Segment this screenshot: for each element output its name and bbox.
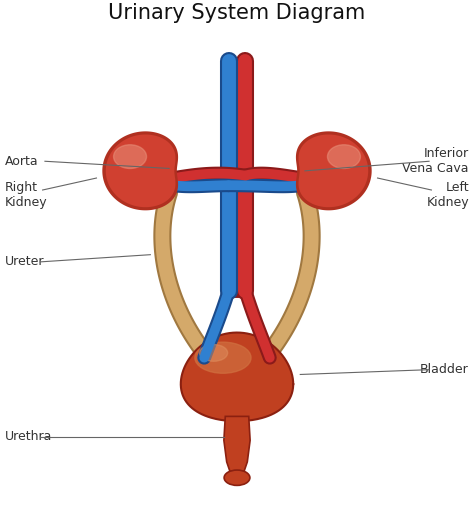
- Ellipse shape: [200, 345, 228, 361]
- Polygon shape: [224, 416, 250, 471]
- Ellipse shape: [114, 145, 146, 168]
- Ellipse shape: [328, 145, 360, 168]
- Ellipse shape: [224, 470, 250, 486]
- Text: Ureter: Ureter: [5, 256, 45, 268]
- Text: Urethra: Urethra: [5, 430, 53, 443]
- Ellipse shape: [195, 342, 251, 373]
- Polygon shape: [296, 131, 372, 210]
- Text: Aorta: Aorta: [5, 155, 39, 168]
- Polygon shape: [181, 332, 293, 421]
- Text: Right
Kidney: Right Kidney: [5, 181, 48, 209]
- Polygon shape: [106, 134, 175, 207]
- Text: Bladder: Bladder: [420, 363, 469, 376]
- Polygon shape: [299, 134, 368, 207]
- Text: Left
Kidney: Left Kidney: [426, 181, 469, 209]
- Polygon shape: [102, 131, 178, 210]
- Title: Urinary System Diagram: Urinary System Diagram: [109, 3, 365, 23]
- Text: Inferior
Vena Cava: Inferior Vena Cava: [402, 147, 469, 175]
